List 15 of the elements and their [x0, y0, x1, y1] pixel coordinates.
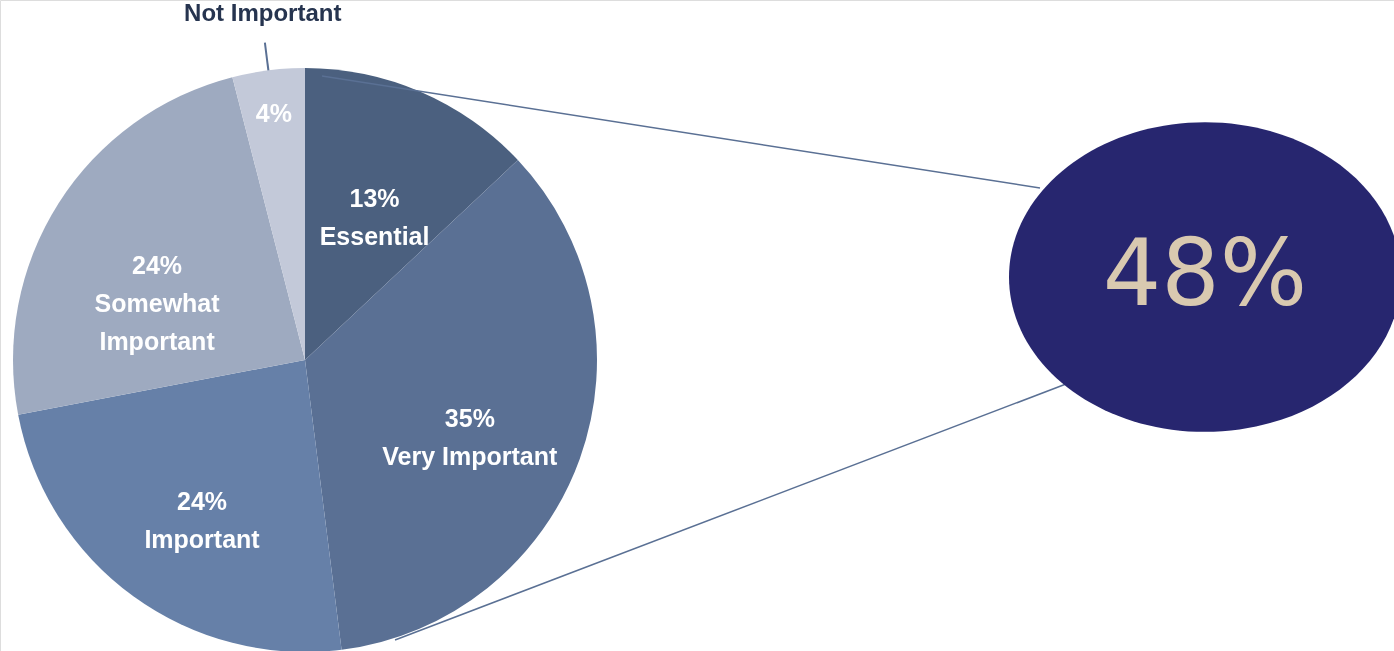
- slice-label: Essential: [319, 222, 430, 251]
- data-label: 24%: [132, 251, 183, 280]
- data-label: 13%: [349, 184, 400, 213]
- data-label: 35%: [444, 404, 495, 433]
- text: 48%: [1102, 220, 1308, 327]
- slice-label: Not Important: [184, 0, 342, 26]
- pie-slice: [232, 68, 305, 360]
- pie-slice: [13, 77, 305, 415]
- pie-slice: [18, 360, 342, 651]
- slice-label: Somewhat Important: [94, 289, 221, 356]
- slice-label: Important: [144, 524, 261, 553]
- data-label: 24%: [177, 486, 228, 515]
- pie-slice: [305, 68, 518, 360]
- slice-label: Very Important: [382, 442, 559, 471]
- data-label: 4%: [255, 98, 292, 127]
